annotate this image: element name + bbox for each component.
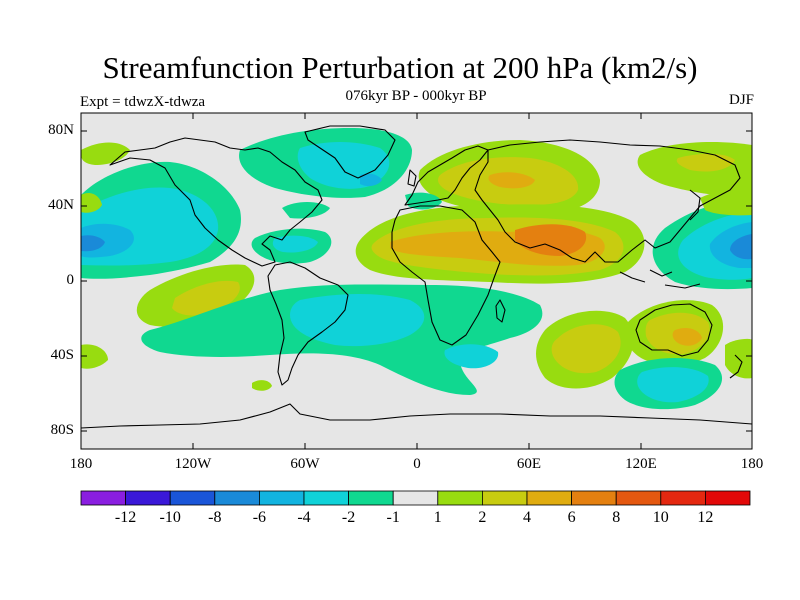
contour-positive-south-indian-inner [551,324,621,374]
colorbar-label: 1 [433,509,442,526]
colorbar-swatch [437,490,483,506]
contour-negative-south-atlantic-inner [290,294,425,347]
contour-negative-south-australia-inner [637,367,709,403]
coastline-japan [689,189,701,221]
contour-positive-australia-core [672,327,702,346]
lat-label-80s: 80S [50,422,74,438]
colorbar-swatch [214,490,260,506]
lat-label-40s: 40S [50,347,74,363]
lon-label-60e: 60E [516,456,542,472]
contour-positive-north-atlantic-left [81,193,102,213]
contour-negative-west-pacific-center [730,234,752,260]
lon-label-180e: 180 [740,456,764,472]
colorbar-swatch [80,490,126,506]
contour-negative-north-pacific-center [81,235,105,252]
season-label: DJF [728,92,754,108]
colorbar-label: 4 [523,509,531,526]
colorbar-label: -1 [386,509,400,526]
colorbar-label: -10 [159,509,181,526]
coastline-australia [635,303,713,357]
colorbar-label: 12 [697,509,714,526]
colorbar-label: -6 [252,509,267,526]
contour-negative-tropical-east-pacific-inner [272,235,318,253]
lon-label-60w: 60W [290,456,320,472]
contour-positive-drake [252,380,272,391]
coastline-south-america [267,261,349,386]
contour-positive-south-pacific-west [81,344,108,369]
colorbar-label: -4 [297,509,311,526]
lat-ticks [81,130,752,432]
contour-positive-india-core [515,224,587,256]
contour-positive-europe-north-core [488,172,535,189]
colorbar-swatch [705,490,751,506]
coastlines [81,125,752,429]
coastline-greenland [304,125,396,179]
lon-ticks [192,113,642,449]
contour-negative-south-atlantic-core [444,344,499,369]
map-title: Streamfunction Perturbation at 200 hPa (… [102,50,698,85]
colorbar-swatch [526,490,572,506]
colorbar-swatch [481,490,528,506]
contour-positive-north-pacific-small [81,142,130,165]
coastline-new-zealand [729,354,743,379]
lon-label-0: 0 [413,456,421,472]
colorbar [80,490,751,506]
contour-negative-azores [405,192,442,210]
colorbar-label: 10 [652,509,669,526]
colorbar-swatch [392,490,439,506]
lon-label-120e: 120E [625,456,657,472]
lat-label-40n: 40N [48,197,74,213]
experiment-label: Expt = tdwzX-tdwza [80,94,206,110]
colorbar-swatch [258,490,305,506]
coastline-africa [391,205,501,346]
coastline-asia [474,139,741,263]
map-subtitle: 076kyr BP - 000kyr BP [345,88,487,104]
colorbar-label: -12 [114,509,137,526]
coastline-north-america [109,137,323,267]
contour-negative-north-america-small [282,202,330,219]
colorbar-label: 6 [567,509,576,526]
colorbar-swatch [125,490,171,506]
colorbar-label: 8 [612,509,621,526]
lon-label-180w: 180 [69,456,93,472]
contour-positive-hawaii [700,188,752,216]
contour-field [81,113,752,449]
coastline-uk [407,169,417,187]
contour-negative-greenland-core [360,173,382,187]
colorbar-label: -8 [208,509,222,526]
colorbar-swatch [303,490,349,506]
coastline-maritime-continent [619,269,701,289]
lat-label-80n: 80N [48,122,74,138]
colorbar-swatch [169,490,216,506]
coastline-madagascar [495,299,506,323]
lat-label-eq: 0 [66,272,75,288]
colorbar-swatch [571,490,617,506]
lon-label-120w: 120W [174,456,212,472]
colorbar-swatch [615,490,662,506]
colorbar-swatch [348,490,394,506]
colorbar-label: -2 [341,509,356,526]
coastline-antarctica [81,403,752,429]
colorbar-swatch [660,490,706,506]
colorbar-label: 2 [478,509,487,526]
